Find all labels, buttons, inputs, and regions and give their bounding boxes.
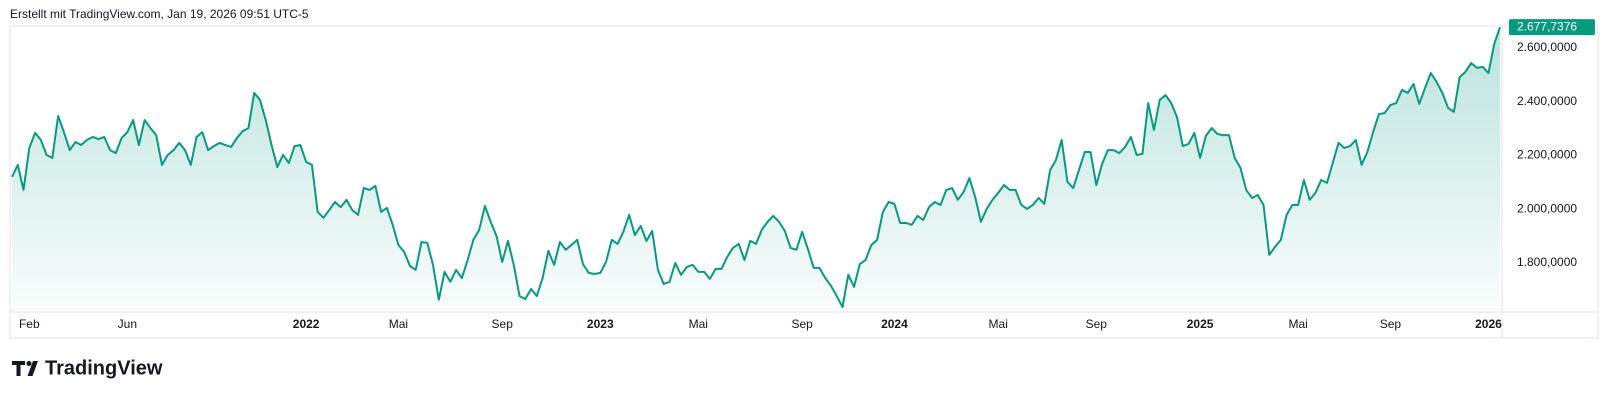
x-tick-label: Mai: [689, 317, 708, 331]
x-tick-label: Sep: [791, 317, 813, 331]
x-tick-label: Mai: [989, 317, 1008, 331]
x-tick-label: Mai: [389, 317, 408, 331]
x-tick-label: 2022: [293, 317, 320, 331]
panel-frame: [9, 25, 1599, 339]
line: [11, 26, 1501, 309]
header-text: Erstellt mit TradingView.com, Jan 19, 20…: [10, 7, 309, 21]
brand-name: TradingView: [45, 357, 163, 379]
y-tick-label: 2.200,0000: [1517, 148, 1577, 162]
x-tick-label: Feb: [19, 317, 40, 331]
y-tick-label: 1.800,0000: [1517, 255, 1577, 269]
price-tag: [1509, 19, 1595, 36]
area: [12, 27, 1500, 311]
x-tick-label: 2023: [587, 317, 614, 331]
x-tick-label: Sep: [492, 317, 514, 331]
x-tick-label: 2025: [1187, 317, 1214, 331]
x-tick-label: Sep: [1380, 317, 1402, 331]
x-tick-label: 2024: [881, 317, 908, 331]
x-tick-label: Sep: [1086, 317, 1108, 331]
logo: TradingView: [12, 357, 163, 379]
x-tick-label: Jun: [118, 317, 137, 331]
y-tick-label: 2.000,0000: [1517, 201, 1577, 215]
y-tick-label: 2.600,0000: [1517, 40, 1577, 54]
price-tag-label: 2.677,7376: [1517, 19, 1577, 33]
x-tick-label: Mai: [1288, 317, 1307, 331]
x-tick-label: 2026: [1475, 317, 1502, 331]
y-tick-label: 2.400,0000: [1517, 94, 1577, 108]
